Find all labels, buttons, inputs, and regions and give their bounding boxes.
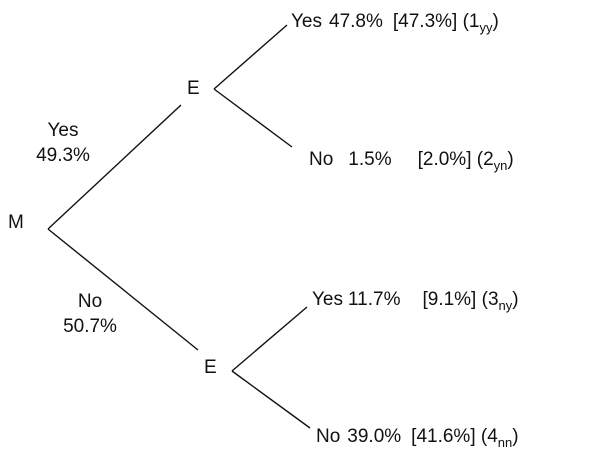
branch-yes-percent: 49.3% [36,145,90,166]
edge-m-to-e-yes [47,104,182,230]
outcome-yes-yes: Yes 47.8% [47.3%] (1yy) [291,11,499,35]
branch-yes-label: Yes 49.3% [28,120,98,167]
root-node-label: M [8,212,24,233]
outcome-yes-no: No 1.5% [2.0%] (2yn) [309,149,514,173]
outcome-index: (1yy) [462,11,499,35]
outcome-no-no: No 39.0% [41.6%] (4nn) [316,426,519,450]
outcome-label: Yes [291,11,322,32]
outcome-no-yes: Yes 11.7% [9.1%] (3ny) [312,289,519,313]
edge-e-yes-to-yes [213,24,288,90]
branch-no-name: No [77,291,103,312]
branch-no-percent: 50.7% [63,316,117,337]
edge-e-no-to-yes [231,306,308,372]
branch-no-label: No 50.7% [54,291,126,338]
outcome-label: No [316,426,341,447]
branch-yes-name: Yes [47,120,79,141]
outcome-bracket: [41.6%] [411,426,476,447]
outcome-bracket: [47.3%] [392,11,458,32]
outcome-label: No [309,149,334,170]
edge-m-to-e-no [47,228,199,351]
edge-e-yes-to-no [213,88,293,148]
outcome-bracket: [2.0%] [417,149,472,170]
outcome-percent: 47.8% [329,11,383,32]
node-e-yes: E [187,78,200,99]
outcome-label: Yes [312,289,343,310]
outcome-index: (4nn) [480,426,519,450]
outcome-percent: 1.5% [348,149,392,170]
edge-e-no-to-no [231,370,311,429]
outcome-percent: 39.0% [347,426,402,447]
node-e-no: E [204,357,217,378]
outcome-index: (2yn) [476,149,514,173]
outcome-index: (3ny) [481,289,519,313]
outcome-percent: 11.7% [348,289,401,310]
outcome-bracket: [9.1%] [422,289,477,310]
